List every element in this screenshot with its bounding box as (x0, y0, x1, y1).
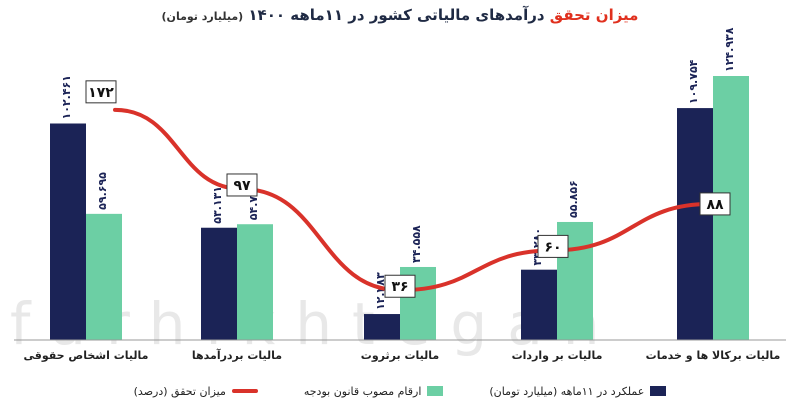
realization-label-1: ۹۷ (233, 178, 251, 194)
bar-performance-4 (677, 108, 713, 340)
realization-box-4 (699, 192, 731, 216)
title-main: درآمدهای مالیاتی کشور در ۱۱ماهه ۱۴۰۰ (248, 6, 545, 24)
realization-label-0: ۱۷۲ (88, 85, 114, 101)
bar-value-label-budget-3: ۵۵.۸۵۶ (567, 180, 580, 218)
title-unit: (میلیارد تومان) (161, 10, 244, 23)
chart-title: میزان تحقق درآمدهای مالیاتی کشور در ۱۱ما… (0, 6, 800, 24)
category-label-2: مالیات برثروت (361, 349, 439, 362)
legend-item-budget: ارقام مصوب قانون بودجه (304, 385, 444, 398)
legend: عملکرد در ۱۱ماهه (میلیارد تومان) ارقام م… (0, 380, 800, 402)
bar-value-label-budget-4: ۱۲۴.۹۳۸ (723, 27, 736, 72)
bar-budget-1 (237, 224, 273, 340)
legend-label-realization: میزان تحقق (درصد) (133, 384, 226, 398)
legend-label-performance: عملکرد در ۱۱ماهه (میلیارد تومان) (489, 384, 645, 398)
realization-label-3: ۶۰ (544, 239, 561, 255)
title-highlight: میزان تحقق (549, 6, 639, 24)
legend-item-performance: عملکرد در ۱۱ماهه (میلیارد تومان) (489, 384, 667, 398)
category-label-4: مالیات برکالا ها و خدمات (646, 349, 781, 362)
legend-swatch-performance (650, 386, 667, 396)
bar-performance-2 (364, 314, 400, 340)
bar-value-label-performance-1: ۵۳.۱۳۱ (211, 186, 224, 224)
category-label-3: مالیات بر واردات (512, 349, 603, 362)
category-label-1: مالیات بردرآمدها (192, 348, 282, 362)
realization-label-2: ۳۶ (391, 279, 408, 295)
legend-item-realization: میزان تحقق (درصد) (134, 385, 258, 398)
realization-box-3 (537, 234, 569, 258)
realization-box-2 (384, 274, 416, 298)
bar-value-label-budget-2: ۳۴.۵۵۸ (410, 225, 423, 263)
legend-label-budget: ارقام مصوب قانون بودجه (303, 384, 422, 398)
category-label-0: مالیات اشخاص حقوقی (24, 349, 149, 362)
bar-performance-3 (521, 269, 557, 340)
legend-swatch-budget (427, 386, 444, 396)
realization-label-4: ۸۸ (706, 197, 724, 213)
bar-performance-1 (201, 227, 237, 340)
bar-budget-0 (86, 213, 122, 340)
bar-value-label-performance-0: ۱۰۲.۴۶۱ (60, 75, 73, 119)
realization-box-0 (85, 80, 117, 104)
legend-swatch-realization (231, 389, 258, 393)
bar-value-label-budget-0: ۵۹.۶۹۵ (96, 172, 109, 210)
bar-value-label-performance-2: ۱۲.۲۸۳ (374, 272, 387, 310)
realization-box-1 (226, 173, 258, 197)
bar-performance-0 (50, 123, 86, 340)
bar-value-label-performance-4: ۱۰۹.۷۵۴ (687, 59, 700, 104)
